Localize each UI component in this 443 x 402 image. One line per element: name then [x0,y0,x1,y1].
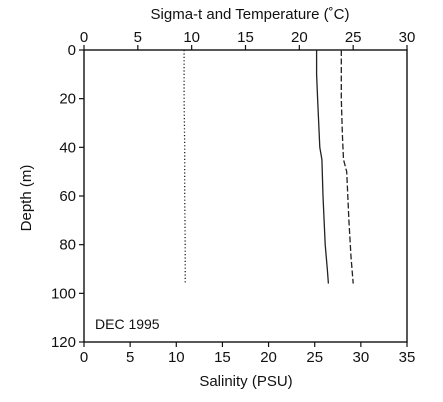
bottom-axis-tick-label: 0 [80,349,88,366]
bottom-axis-tick-label: 5 [126,349,134,366]
top-axis-tick-label: 10 [183,29,200,46]
y-axis-tick-label: 20 [59,91,76,108]
top-axis-tick-label: 30 [399,29,416,46]
y-axis-tick-label: 60 [59,188,76,205]
bottom-axis-tick-label: 10 [168,349,185,366]
top-axis-tick-label: 20 [291,29,308,46]
top-axis-title: Sigma-t and Temperature (˚C) [151,6,350,23]
y-axis-tick-label: 0 [68,42,76,59]
bottom-axis-title: Salinity (PSU) [199,373,292,390]
y-axis-tick-label: 120 [51,334,76,351]
y-axis-title: Depth (m) [18,165,35,232]
bottom-axis-tick-label: 15 [214,349,231,366]
date-annotation: DEC 1995 [95,316,160,332]
y-axis-tick-label: 40 [59,139,76,156]
y-axis-tick-label: 80 [59,237,76,254]
series-group [183,50,354,284]
series-line-1 [183,50,186,284]
top-axis-tick-label: 15 [237,29,254,46]
axes: 0 5 10 15 20 25 30 0 5 10 15 20 25 30 35 0 20 40 60 80 100 12… [51,29,415,366]
bottom-axis-tick-label: 20 [260,349,277,366]
top-axis-tick-label: 25 [345,29,362,46]
bottom-axis-tick-label: 25 [306,349,323,366]
top-axis-tick-label: 5 [134,29,142,46]
top-axis-tick-label: 0 [80,29,88,46]
series-line-3 [340,50,354,284]
bottom-axis-tick-label: 30 [353,349,370,366]
bottom-axis-tick-label: 35 [399,349,416,366]
plot-frame [83,49,408,343]
y-axis-tick-label: 100 [51,285,76,302]
series-line-2 [315,50,330,284]
